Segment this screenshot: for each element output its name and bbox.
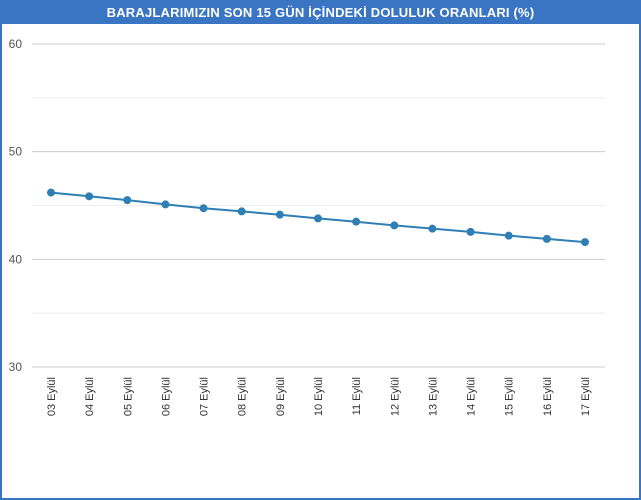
x-tick-label: 16 Eylül: [542, 377, 554, 416]
x-tick-label: 04 Eylül: [84, 377, 96, 416]
chart-title: BARAJLARIMIZIN SON 15 GÜN İÇİNDEKİ DOLUL…: [2, 2, 639, 24]
x-tick-label: 07 Eylül: [199, 377, 211, 416]
y-tick-label: 30: [9, 360, 23, 374]
data-point: [466, 227, 475, 236]
y-tick-label: 50: [9, 145, 23, 159]
data-point: [581, 238, 589, 247]
x-tick-label: 17 Eylül: [580, 377, 592, 416]
x-tick-label: 13 Eylül: [427, 377, 439, 416]
data-point: [199, 204, 208, 213]
x-tick-label: 03 Eylül: [46, 377, 58, 416]
x-tick-label: 14 Eylül: [466, 377, 478, 416]
data-point: [314, 214, 322, 223]
x-tick-label: 12 Eylül: [389, 377, 401, 416]
y-tick-label: 60: [9, 37, 23, 51]
data-point: [390, 221, 399, 230]
data-point: [542, 234, 551, 243]
x-tick-label: 09 Eylül: [275, 377, 287, 416]
x-tick-label: 05 Eylül: [122, 377, 134, 416]
y-tick-label: 40: [9, 252, 23, 266]
data-point: [47, 188, 55, 197]
data-point: [428, 224, 437, 233]
x-tick-label: 15 Eylül: [504, 377, 516, 416]
x-tick-label: 06 Eylül: [160, 377, 172, 416]
data-point: [85, 192, 94, 201]
data-point: [237, 207, 246, 216]
data-point: [352, 217, 361, 226]
data-point: [275, 210, 284, 219]
x-tick-label: 10 Eylül: [313, 377, 325, 416]
data-point: [123, 196, 132, 205]
x-tick-label: 11 Eylül: [351, 377, 363, 415]
x-tick-label: 08 Eylül: [237, 377, 249, 416]
data-point: [161, 200, 170, 209]
data-point: [504, 231, 513, 240]
